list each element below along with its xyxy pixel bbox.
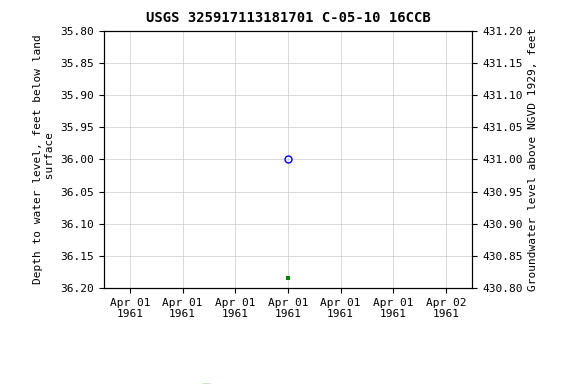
Y-axis label: Groundwater level above NGVD 1929, feet: Groundwater level above NGVD 1929, feet: [528, 28, 538, 291]
Title: USGS 325917113181701 C-05-10 16CCB: USGS 325917113181701 C-05-10 16CCB: [146, 12, 430, 25]
Y-axis label: Depth to water level, feet below land
 surface: Depth to water level, feet below land su…: [33, 35, 55, 284]
Legend: Period of approved data: Period of approved data: [191, 379, 385, 384]
